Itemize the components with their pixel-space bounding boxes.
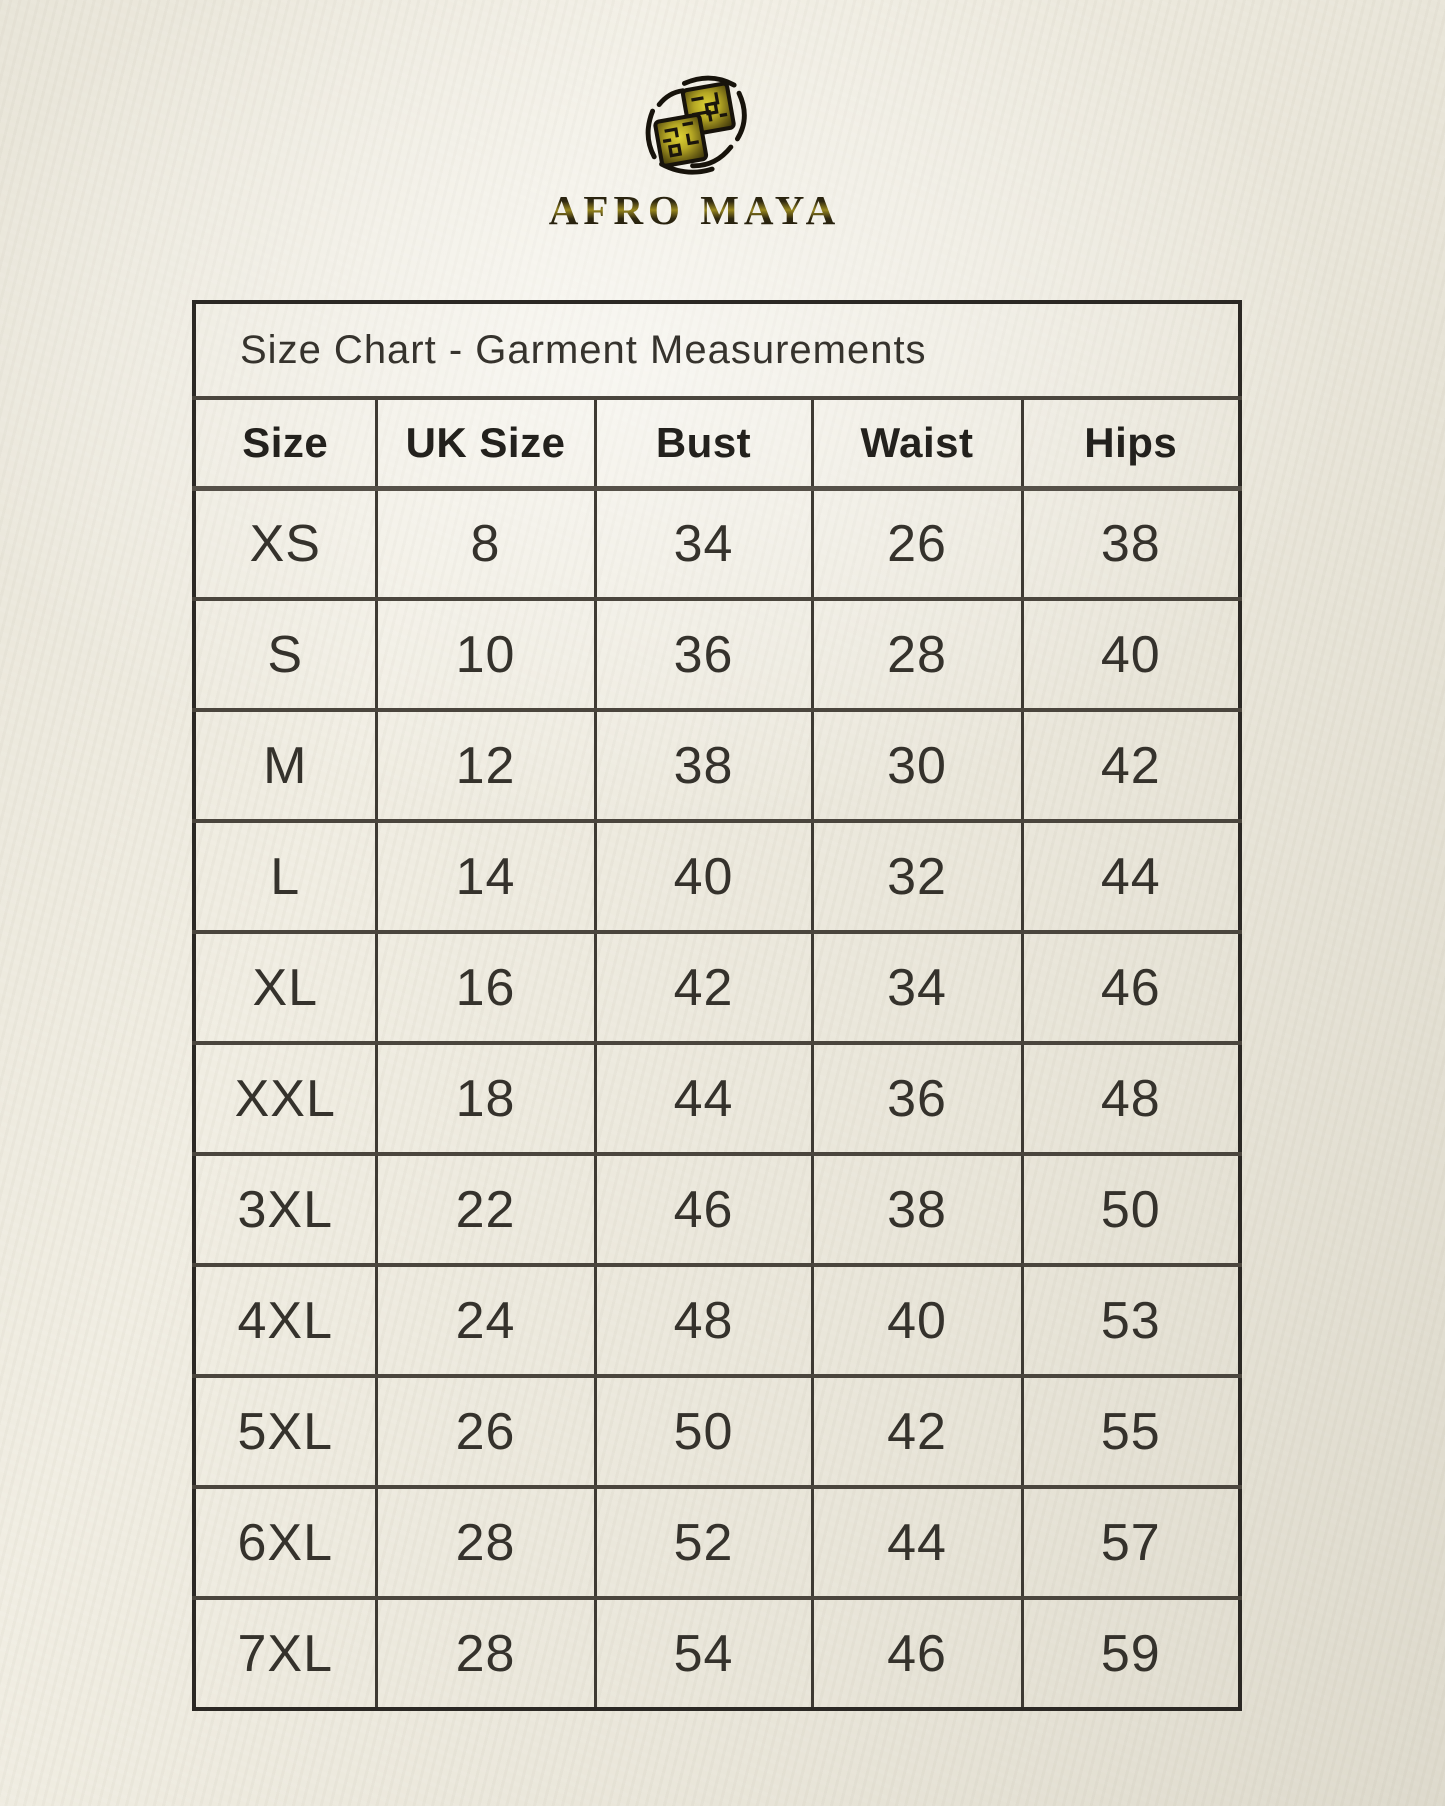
cell-size: XS: [194, 486, 376, 599]
cell-uk-size: 28: [374, 1485, 595, 1598]
table-row: XXL 18 44 36 48: [194, 1041, 1241, 1154]
size-chart-title: Size Chart - Garment Measurements: [240, 327, 927, 372]
cell-uk-size: 26: [374, 1374, 595, 1487]
table-row: 6XL 28 52 44 57: [194, 1485, 1241, 1598]
cell-uk-size: 28: [374, 1596, 595, 1709]
cell-uk-size: 18: [374, 1041, 595, 1154]
cell-bust: 52: [593, 1485, 812, 1598]
cell-bust: 36: [593, 597, 812, 710]
column-header-uk-size: UK Size: [374, 396, 595, 491]
cell-size: 7XL: [194, 1596, 376, 1709]
cell-uk-size: 8: [374, 486, 595, 599]
table-row: L 14 40 32 44: [194, 819, 1241, 932]
cell-waist: 26: [810, 486, 1022, 599]
cell-size: XXL: [194, 1041, 376, 1154]
cell-size: 5XL: [194, 1374, 376, 1487]
cell-bust: 38: [593, 708, 812, 821]
cell-size: XL: [194, 930, 376, 1043]
cell-waist: 34: [810, 930, 1022, 1043]
title-row: Size Chart - Garment Measurements: [194, 302, 1240, 398]
cell-size: S: [194, 597, 376, 710]
cell-bust: 40: [593, 819, 812, 932]
cell-bust: 54: [593, 1596, 812, 1709]
cell-bust: 50: [593, 1374, 812, 1487]
cell-bust: 42: [593, 930, 812, 1043]
cell-uk-size: 14: [374, 819, 595, 932]
column-header-bust: Bust: [593, 396, 812, 491]
afro-maya-logo-icon: [636, 72, 754, 178]
cell-bust: 34: [593, 486, 812, 599]
cell-hips: 50: [1020, 1152, 1241, 1265]
cell-uk-size: 16: [374, 930, 595, 1043]
table-row: 4XL 24 48 40 53: [194, 1263, 1241, 1376]
table-row: M 12 38 30 42: [194, 708, 1241, 821]
size-chart-table: Size Chart - Garment Measurements Size U…: [192, 300, 1243, 1711]
cell-bust: 44: [593, 1041, 812, 1154]
cell-size: L: [194, 819, 376, 932]
cell-size: 6XL: [194, 1485, 376, 1598]
cell-hips: 53: [1020, 1263, 1241, 1376]
table-row: 3XL 22 46 38 50: [194, 1152, 1241, 1265]
cell-uk-size: 22: [374, 1152, 595, 1265]
cell-waist: 46: [810, 1596, 1022, 1709]
cell-uk-size: 12: [374, 708, 595, 821]
cell-size: M: [194, 708, 376, 821]
cell-hips: 59: [1020, 1596, 1241, 1709]
cell-waist: 38: [810, 1152, 1022, 1265]
cell-uk-size: 24: [374, 1263, 595, 1376]
cell-hips: 38: [1020, 486, 1241, 599]
cell-bust: 46: [593, 1152, 812, 1265]
cell-bust: 48: [593, 1263, 812, 1376]
brand-name: AFRO MAYA: [548, 187, 841, 233]
cell-waist: 32: [810, 819, 1022, 932]
cell-waist: 30: [810, 708, 1022, 821]
cell-waist: 28: [810, 597, 1022, 710]
cell-waist: 40: [810, 1263, 1022, 1376]
cell-waist: 42: [810, 1374, 1022, 1487]
table-row: XL 16 42 34 46: [194, 930, 1241, 1043]
cell-hips: 42: [1020, 708, 1241, 821]
cell-uk-size: 10: [374, 597, 595, 710]
table-row: S 10 36 28 40: [194, 597, 1241, 710]
cell-size: 3XL: [194, 1152, 376, 1265]
cell-hips: 40: [1020, 597, 1241, 710]
table-row: 7XL 28 54 46 59: [194, 1596, 1241, 1709]
cell-hips: 48: [1020, 1041, 1241, 1154]
column-header-size: Size: [194, 396, 376, 491]
cell-hips: 57: [1020, 1485, 1241, 1598]
cell-hips: 44: [1020, 819, 1241, 932]
column-header-hips: Hips: [1020, 396, 1241, 491]
cell-waist: 36: [810, 1041, 1022, 1154]
column-header-waist: Waist: [810, 396, 1022, 491]
cell-hips: 46: [1020, 930, 1241, 1043]
cell-size: 4XL: [194, 1263, 376, 1376]
table-row: 5XL 26 50 42 55: [194, 1374, 1241, 1487]
cell-waist: 44: [810, 1485, 1022, 1598]
table-row: XS 8 34 26 38: [194, 486, 1241, 599]
brand-lockup: AFRO MAYA: [549, 72, 840, 234]
cell-hips: 55: [1020, 1374, 1241, 1487]
table-header-row: Size UK Size Bust Waist Hips: [194, 396, 1241, 491]
brand-header: AFRO MAYA: [0, 0, 1445, 234]
